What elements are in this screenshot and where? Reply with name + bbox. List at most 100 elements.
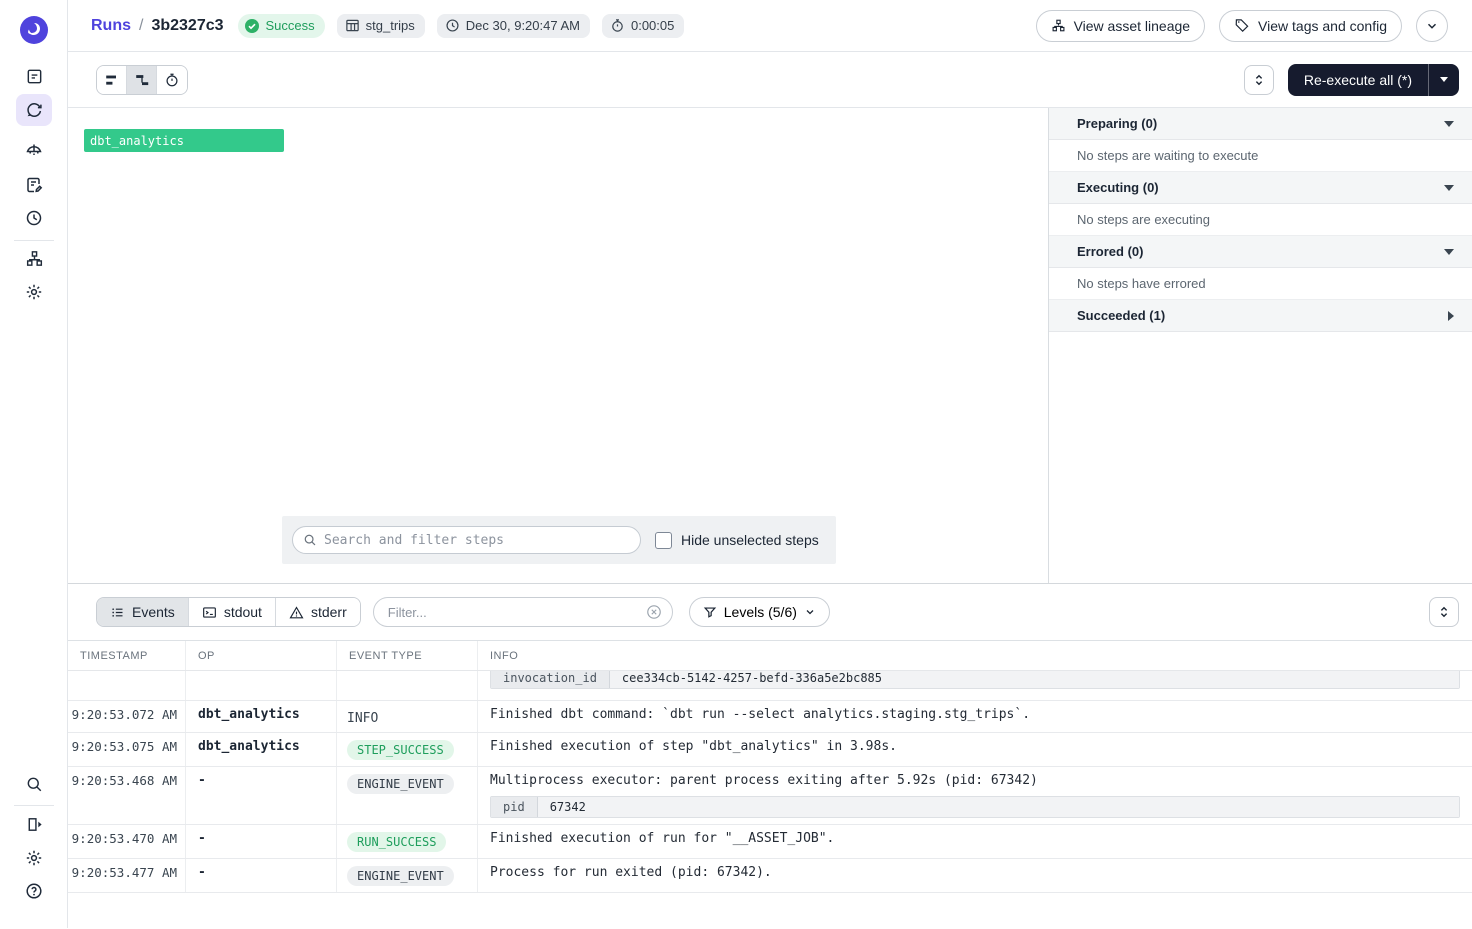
- log-timestamp: 9:20:53.470 AM: [68, 825, 186, 858]
- section-errored-body: No steps have errored: [1049, 268, 1472, 300]
- log-event-type: ENGINE_EVENT: [337, 859, 478, 892]
- breadcrumb-runs-link[interactable]: Runs: [91, 16, 131, 34]
- hide-unselected-checkbox[interactable]: [655, 531, 672, 549]
- log-op: -: [186, 825, 337, 858]
- tag-icon: [1235, 18, 1249, 32]
- reexecute-all-button[interactable]: Re-execute all (*): [1287, 63, 1459, 96]
- schedules-icon: [26, 210, 42, 226]
- overview-icon: [27, 69, 41, 83]
- assets-icon: [26, 144, 42, 155]
- tab-events[interactable]: Events: [97, 598, 189, 626]
- lineage-icon: [1052, 19, 1065, 32]
- hide-unselected-steps[interactable]: Hide unselected steps: [655, 531, 819, 549]
- gantt-expand-button[interactable]: [1243, 64, 1274, 95]
- timing-view-button[interactable]: [157, 65, 187, 94]
- tab-stderr[interactable]: stderr: [275, 598, 360, 626]
- col-info: INFO: [490, 649, 519, 662]
- sidebar-item-user-settings[interactable]: [16, 842, 52, 874]
- deployment-icon: [26, 250, 42, 266]
- metadata-chip: pid 67342: [490, 796, 1460, 818]
- section-executing[interactable]: Executing (0): [1049, 172, 1472, 204]
- view-tags-config-button[interactable]: View tags and config: [1219, 9, 1402, 42]
- log-toolbar: Events stdout stderr: [68, 584, 1472, 641]
- table-row-partial[interactable]: invocation_id cee334cb-5142-4257-befd-33…: [68, 671, 1472, 701]
- breadcrumb-separator: /: [139, 16, 144, 34]
- sidebar-item-deployment[interactable]: [16, 242, 52, 274]
- jobs-icon: [27, 177, 43, 193]
- col-event-type: EVENT TYPE: [337, 641, 478, 670]
- sidebar-item-jobs[interactable]: [16, 169, 52, 201]
- section-preparing[interactable]: Preparing (0): [1049, 108, 1472, 140]
- expand-collapse-icon: [1255, 74, 1262, 85]
- sidebar-item-assets[interactable]: [16, 134, 52, 166]
- tab-stdout[interactable]: stdout: [188, 598, 276, 626]
- log-info: Multiprocess executor: parent process ex…: [478, 767, 1472, 824]
- sidebar-item-schedules[interactable]: [16, 202, 52, 234]
- run-logs-panel: Events stdout stderr: [68, 583, 1472, 928]
- log-op: -: [186, 859, 337, 892]
- table-row[interactable]: 9:20:53.477 AM - ENGINE_EVENT Process fo…: [68, 859, 1472, 893]
- success-check-icon: [244, 18, 259, 33]
- left-nav-rail: [0, 0, 68, 928]
- step-status-panel: Preparing (0) No steps are waiting to ex…: [1048, 108, 1472, 583]
- sidebar-item-runs[interactable]: [16, 94, 52, 126]
- event-type-badge: ENGINE_EVENT: [347, 866, 454, 886]
- step-search-input[interactable]: [324, 532, 630, 548]
- log-timestamp: 9:20:53.075 AM: [68, 733, 186, 766]
- duration-tag: 0:00:05: [601, 13, 685, 38]
- sidebar-item-search[interactable]: [16, 768, 52, 800]
- log-info: Process for run exited (pid: 67342).: [490, 865, 772, 880]
- flat-view-icon: [105, 75, 116, 85]
- event-type-badge: RUN_SUCCESS: [347, 832, 447, 852]
- section-executing-body: No steps are executing: [1049, 204, 1472, 236]
- logs-expand-button[interactable]: [1429, 597, 1459, 627]
- expand-collapse-icon: [1440, 606, 1448, 618]
- gantt-filter-bar: Hide unselected steps: [282, 516, 836, 564]
- events-table-body: invocation_id cee334cb-5142-4257-befd-33…: [68, 671, 1472, 929]
- caret-right-icon: [1448, 310, 1454, 321]
- view-asset-lineage-button[interactable]: View asset lineage: [1035, 9, 1206, 42]
- caret-down-icon: [1444, 184, 1454, 191]
- funnel-icon: [703, 607, 716, 618]
- gantt-chart[interactable]: dbt_analytics Hide unselected steps: [68, 108, 1048, 583]
- header-more-button[interactable]: [1416, 9, 1448, 42]
- log-timestamp: 9:20:53.072 AM: [68, 701, 186, 732]
- run-header: Runs / 3b2327c3 Success stg_trips Dec 30…: [68, 0, 1472, 52]
- search-icon: [304, 534, 316, 546]
- caret-down-icon: [1444, 120, 1454, 127]
- rail-divider: [14, 240, 54, 241]
- search-icon: [27, 777, 41, 791]
- dagster-logo[interactable]: [20, 16, 48, 44]
- waterfall-view-button[interactable]: [127, 65, 157, 94]
- asset-tag[interactable]: stg_trips: [336, 13, 425, 38]
- sidebar-item-settings[interactable]: [16, 276, 52, 308]
- clear-filter-icon[interactable]: [646, 604, 662, 620]
- section-succeeded[interactable]: Succeeded (1): [1049, 300, 1472, 332]
- log-filter-input[interactable]: [387, 604, 646, 620]
- help-icon: [26, 883, 42, 899]
- event-type-badge: STEP_SUCCESS: [347, 740, 454, 760]
- table-row[interactable]: 9:20:53.072 AM dbt_analytics INFO Finish…: [68, 701, 1472, 733]
- settings-icon: [26, 284, 42, 300]
- sidebar-item-help[interactable]: [16, 875, 52, 907]
- expand-panel-icon: [28, 817, 42, 831]
- terminal-icon: [202, 606, 216, 618]
- user-settings-icon: [26, 850, 42, 866]
- table-row[interactable]: 9:20:53.470 AM - RUN_SUCCESS Finished ex…: [68, 825, 1472, 859]
- reexecute-dropdown[interactable]: [1428, 63, 1459, 96]
- timer-icon: [612, 19, 623, 32]
- log-event-type: INFO: [337, 701, 478, 732]
- flat-view-button[interactable]: [97, 65, 127, 94]
- table-row[interactable]: 9:20:53.075 AM dbt_analytics STEP_SUCCES…: [68, 733, 1472, 767]
- table-icon: [345, 19, 359, 32]
- section-preparing-body: No steps are waiting to execute: [1049, 140, 1472, 172]
- levels-filter-button[interactable]: Levels (5/6): [688, 597, 830, 627]
- gantt-step-bar[interactable]: dbt_analytics: [84, 129, 284, 152]
- sidebar-item-expand-panel[interactable]: [16, 808, 52, 840]
- table-row[interactable]: 9:20:53.468 AM - ENGINE_EVENT Multiproce…: [68, 767, 1472, 825]
- status-badge: Success: [237, 13, 325, 38]
- section-errored[interactable]: Errored (0): [1049, 236, 1472, 268]
- sidebar-item-overview[interactable]: [16, 60, 52, 92]
- log-info: Finished dbt command: `dbt run --select …: [490, 707, 1031, 722]
- log-tabs: Events stdout stderr: [96, 597, 361, 627]
